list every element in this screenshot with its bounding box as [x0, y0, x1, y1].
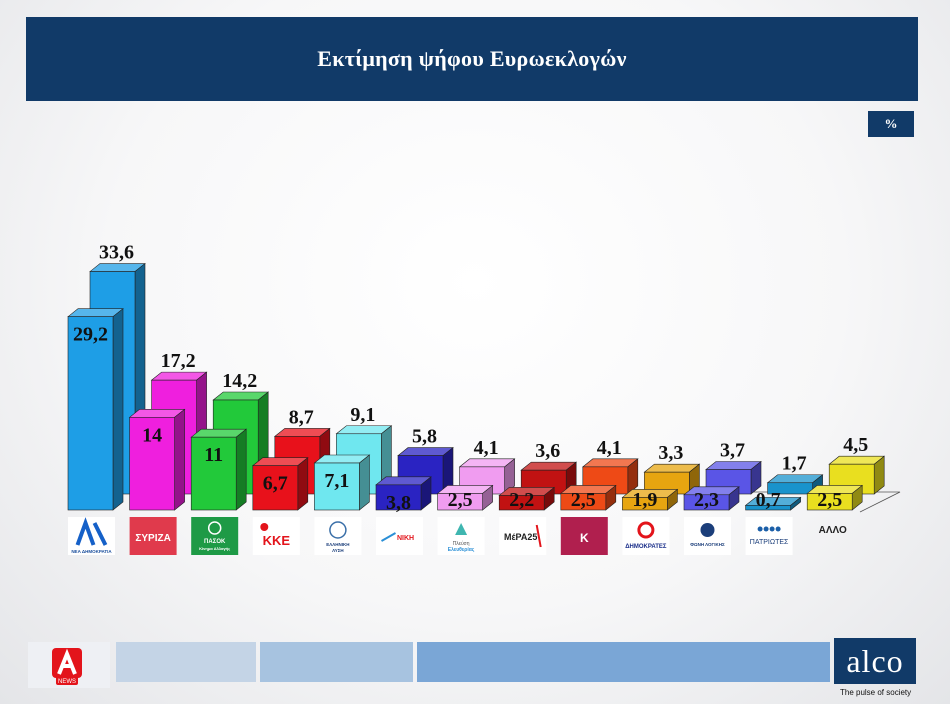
bar-back-patriotes-front	[767, 482, 813, 495]
logo-patriotes	[745, 517, 793, 555]
data-label-front-kke: 6,7	[263, 473, 288, 495]
data-label-front-fonis: 2,3	[694, 489, 719, 511]
bar-front-ell_lysi-front	[314, 462, 360, 511]
logo-kke	[252, 517, 300, 555]
data-label-back-kinisi: 4,1	[597, 437, 622, 459]
data-label-front-dimokrates: 1,9	[632, 489, 657, 511]
patriotes-logo-text: ΠΑΤΡΙΩΤΕΣ	[750, 539, 789, 546]
data-label-front-allo: 2,5	[817, 489, 842, 511]
data-label-front-niki: 3,8	[386, 492, 411, 514]
ell-lysi-logo-text: ΕΛΛΗΝΙΚΗ	[326, 542, 349, 547]
alco-logo: alco	[834, 638, 916, 684]
logo-kinisi	[560, 517, 608, 555]
syriza-logo-text: ΣΥΡΙΖΑ	[135, 533, 170, 544]
alpha-news-icon: NEWS	[52, 648, 82, 685]
bar-front-niki-front	[375, 484, 422, 511]
bar-front-syriza-front	[129, 417, 175, 511]
data-label-back-syriza: 17,2	[161, 350, 196, 372]
mera25-logo-text: ΜέΡΑ25	[504, 532, 537, 542]
alpha-news-logo: NEWS	[28, 642, 110, 688]
niki-icon	[381, 532, 396, 542]
data-label-back-mera25: 3,6	[535, 440, 560, 462]
nd-icon	[75, 517, 108, 546]
bar-front-pasok-front	[190, 436, 237, 511]
patriotes-icon-dot	[763, 526, 769, 532]
allo-label: ΑΛΛΟ	[819, 525, 847, 536]
dimokrates-logo-text: ΔΗΜΟΚΡΑΤΕΣ	[625, 544, 667, 550]
data-label-back-pasok: 14,2	[222, 370, 257, 392]
data-label-back-ell_lysi: 9,1	[350, 404, 375, 426]
bar-front-kinisi-front	[560, 493, 607, 511]
data-label-back-dimokrates: 3,3	[658, 442, 683, 464]
data-label-back-allo: 4,5	[843, 434, 868, 456]
patriotes-icon-dot	[757, 526, 763, 532]
alco-tagline: The pulse of society	[840, 688, 912, 697]
ell-lysi-logo-subtext: ΛΥΣΗ	[332, 548, 344, 553]
mera25-icon	[535, 524, 542, 548]
bar-front-pleusi-front	[437, 493, 483, 511]
bar-front-dimokrates-front	[622, 497, 668, 511]
bar-front-nd-front	[67, 316, 114, 511]
data-label-front-mera25: 2,2	[509, 489, 534, 511]
fonis-logo-text: ΦΩΝΗ ΛΟΓΙΚΗΣ	[690, 542, 725, 547]
data-label-back-kke: 8,7	[289, 406, 314, 428]
pasok-logo-subtext: Κίνημα Αλλαγής	[199, 546, 230, 551]
bar-front-patriotes-front	[745, 505, 791, 511]
logo-pasok	[191, 517, 239, 555]
unit-label: %	[884, 116, 898, 131]
footer-block-2	[260, 642, 413, 682]
data-label-back-nd: 33,6	[99, 242, 134, 264]
data-label-back-pleusi: 4,1	[474, 437, 499, 459]
pleusi-logo-text: Πλεύση	[453, 540, 470, 547]
kke-logo-text: ΚΚΕ	[263, 533, 291, 548]
data-label-back-niki: 5,8	[412, 426, 437, 448]
niki-logo-text: ΝΙΚΗ	[397, 535, 414, 542]
dimokrates-icon	[637, 521, 655, 539]
bar-front-syriza-side	[174, 408, 185, 511]
data-label-front-patriotes: 0,7	[756, 489, 781, 511]
footer-block-1	[116, 642, 256, 682]
ell-lysi-icon	[329, 521, 347, 539]
logo-niki	[376, 517, 423, 555]
unit-badge: %	[868, 111, 914, 137]
patriotes-icon-dot	[775, 526, 781, 532]
bar-front-kke-front	[252, 465, 299, 511]
data-label-front-ell_lysi: 7,1	[324, 470, 349, 492]
nd-logo-text: ΝΕΑ ΔΗΜΟΚΡΑΤΙΑ	[71, 549, 112, 554]
fonis-icon	[700, 523, 715, 537]
data-label-back-patriotes: 1,7	[782, 453, 807, 475]
footer-block-3	[417, 642, 830, 682]
logo-syriza	[129, 517, 177, 555]
bar-front-ell_lysi-side	[359, 454, 370, 511]
bar-front-fonis-front	[683, 494, 730, 511]
data-label-front-pleusi: 2,5	[448, 489, 473, 511]
bar-front-allo-front	[806, 493, 853, 511]
data-label-front-syriza: 14	[142, 424, 162, 446]
pasok-logo-text: ΠΑΣΟΚ	[204, 539, 226, 545]
logo-ell-lysi	[314, 517, 362, 555]
bar-front-kke-side	[297, 457, 309, 511]
data-label-front-pasok: 11	[204, 444, 223, 466]
chart-header: Εκτίμηση ψήφου Ευρωεκλογών	[26, 17, 918, 101]
pleusi-icon	[455, 523, 468, 535]
data-label-front-kinisi: 2,5	[571, 489, 596, 511]
footer-bar: NEWS alco The pulse of society	[0, 638, 950, 704]
patriotes-icon-dot	[769, 526, 775, 532]
bar-front-nd-side	[112, 308, 124, 511]
kinisi-logo-text: Κ	[580, 531, 589, 545]
bar-chart: 33,6 29,2 17,2 14 14,2 11 8,7 6,7 9,1 7,1 5,8 3,8 4,…	[67, 242, 901, 555]
chart-title: Εκτίμηση ψήφου Ευρωεκλογών	[317, 46, 627, 71]
kke-icon	[260, 523, 269, 531]
alpha-news-label: NEWS	[58, 679, 76, 685]
pasok-icon	[207, 521, 222, 535]
bar-front-pasok-side	[235, 428, 247, 511]
data-label-back-fonis: 3,7	[720, 440, 745, 462]
bar-front-mera25-front	[498, 495, 545, 511]
data-label-front-nd: 29,2	[73, 324, 108, 346]
pleusi-logo-subtext: Ελευθερίας	[448, 547, 475, 553]
alco-brand: alco	[846, 642, 904, 679]
